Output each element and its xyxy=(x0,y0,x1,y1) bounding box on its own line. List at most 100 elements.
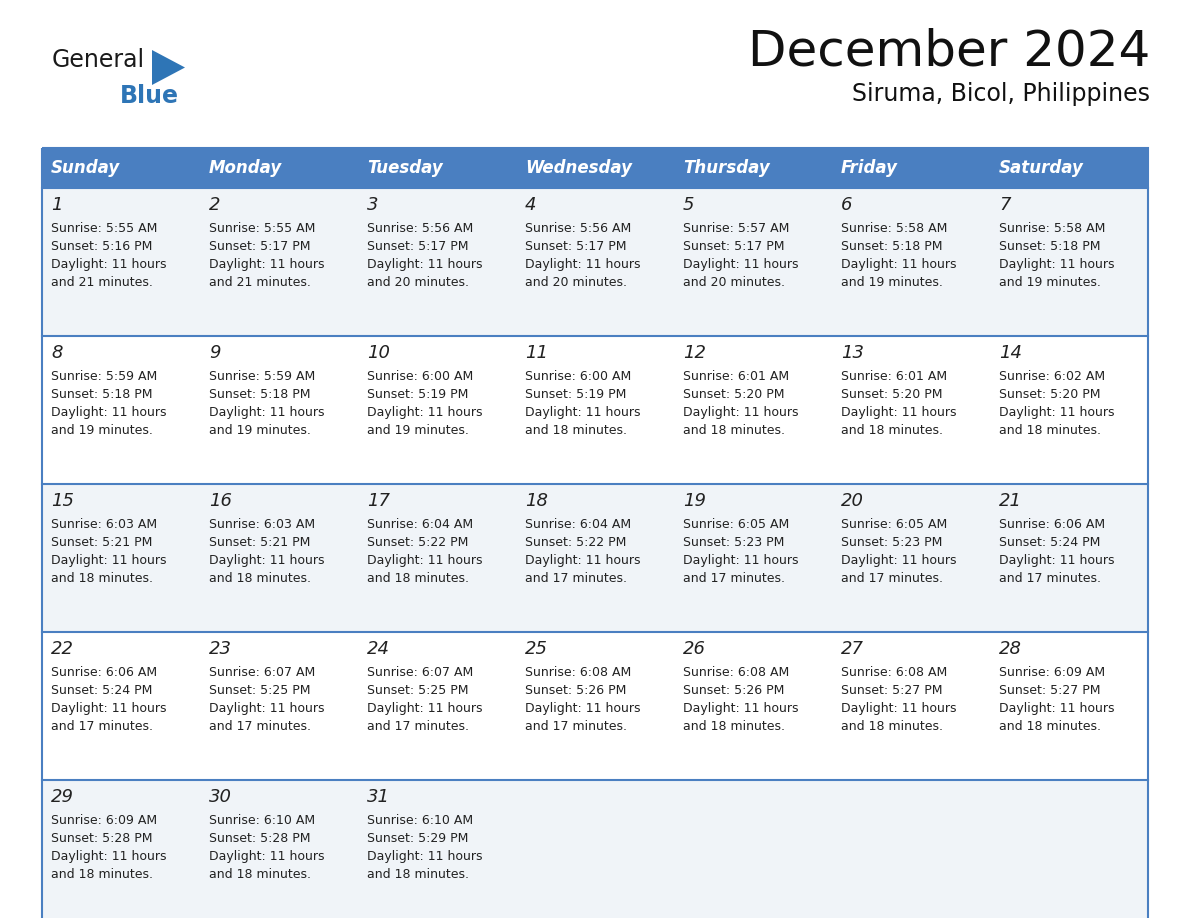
Text: Sunset: 5:19 PM: Sunset: 5:19 PM xyxy=(525,388,626,401)
Text: Sunset: 5:23 PM: Sunset: 5:23 PM xyxy=(841,536,942,549)
Text: Sunset: 5:20 PM: Sunset: 5:20 PM xyxy=(999,388,1100,401)
Text: Sunset: 5:18 PM: Sunset: 5:18 PM xyxy=(841,240,942,253)
Text: 28: 28 xyxy=(999,640,1022,658)
Text: 10: 10 xyxy=(367,344,390,362)
Text: Daylight: 11 hours: Daylight: 11 hours xyxy=(209,406,324,419)
Text: Daylight: 11 hours: Daylight: 11 hours xyxy=(367,258,482,271)
Text: 23: 23 xyxy=(209,640,232,658)
Text: and 18 minutes.: and 18 minutes. xyxy=(367,572,469,585)
Text: Daylight: 11 hours: Daylight: 11 hours xyxy=(51,554,166,567)
Text: Sunrise: 6:08 AM: Sunrise: 6:08 AM xyxy=(683,666,789,679)
Text: Sunset: 5:28 PM: Sunset: 5:28 PM xyxy=(209,832,310,845)
Text: Sunset: 5:17 PM: Sunset: 5:17 PM xyxy=(683,240,784,253)
Text: Sunrise: 6:05 AM: Sunrise: 6:05 AM xyxy=(841,518,947,531)
Text: Daylight: 11 hours: Daylight: 11 hours xyxy=(367,850,482,863)
Text: 3: 3 xyxy=(367,196,379,214)
Text: 12: 12 xyxy=(683,344,706,362)
Text: and 18 minutes.: and 18 minutes. xyxy=(525,424,627,437)
Text: Sunset: 5:23 PM: Sunset: 5:23 PM xyxy=(683,536,784,549)
Text: Daylight: 11 hours: Daylight: 11 hours xyxy=(683,554,798,567)
Bar xyxy=(42,148,1148,188)
Text: and 17 minutes.: and 17 minutes. xyxy=(525,572,627,585)
Bar xyxy=(42,148,1148,918)
Text: Daylight: 11 hours: Daylight: 11 hours xyxy=(841,406,956,419)
Text: and 20 minutes.: and 20 minutes. xyxy=(525,276,627,289)
Text: Daylight: 11 hours: Daylight: 11 hours xyxy=(525,258,640,271)
Text: and 21 minutes.: and 21 minutes. xyxy=(51,276,153,289)
Text: Daylight: 11 hours: Daylight: 11 hours xyxy=(999,702,1114,715)
Text: Sunrise: 6:09 AM: Sunrise: 6:09 AM xyxy=(999,666,1105,679)
Text: General: General xyxy=(52,48,145,72)
Text: and 19 minutes.: and 19 minutes. xyxy=(841,276,943,289)
Text: Sunset: 5:18 PM: Sunset: 5:18 PM xyxy=(999,240,1100,253)
Text: Daylight: 11 hours: Daylight: 11 hours xyxy=(999,554,1114,567)
Text: and 17 minutes.: and 17 minutes. xyxy=(367,720,469,733)
Text: Sunset: 5:20 PM: Sunset: 5:20 PM xyxy=(683,388,784,401)
Text: Sunrise: 6:00 AM: Sunrise: 6:00 AM xyxy=(367,370,473,383)
Text: and 20 minutes.: and 20 minutes. xyxy=(367,276,469,289)
Text: Sunrise: 6:05 AM: Sunrise: 6:05 AM xyxy=(683,518,789,531)
Text: and 18 minutes.: and 18 minutes. xyxy=(999,720,1101,733)
Text: 29: 29 xyxy=(51,788,74,806)
Text: Sunrise: 6:08 AM: Sunrise: 6:08 AM xyxy=(841,666,947,679)
Text: Sunrise: 6:10 AM: Sunrise: 6:10 AM xyxy=(367,814,473,827)
Text: 25: 25 xyxy=(525,640,548,658)
Text: and 18 minutes.: and 18 minutes. xyxy=(51,572,153,585)
Text: and 18 minutes.: and 18 minutes. xyxy=(683,720,785,733)
Text: 22: 22 xyxy=(51,640,74,658)
Text: Daylight: 11 hours: Daylight: 11 hours xyxy=(683,258,798,271)
Text: Daylight: 11 hours: Daylight: 11 hours xyxy=(367,702,482,715)
Text: 19: 19 xyxy=(683,492,706,510)
Text: and 17 minutes.: and 17 minutes. xyxy=(683,572,785,585)
Text: Sunset: 5:29 PM: Sunset: 5:29 PM xyxy=(367,832,468,845)
Text: Friday: Friday xyxy=(841,159,898,177)
Text: Sunset: 5:24 PM: Sunset: 5:24 PM xyxy=(51,684,152,697)
Text: 16: 16 xyxy=(209,492,232,510)
Text: Sunset: 5:26 PM: Sunset: 5:26 PM xyxy=(683,684,784,697)
Text: Siruma, Bicol, Philippines: Siruma, Bicol, Philippines xyxy=(852,82,1150,106)
Text: Sunset: 5:18 PM: Sunset: 5:18 PM xyxy=(51,388,152,401)
Text: Sunrise: 5:57 AM: Sunrise: 5:57 AM xyxy=(683,222,789,235)
Text: 21: 21 xyxy=(999,492,1022,510)
Text: Sunrise: 6:10 AM: Sunrise: 6:10 AM xyxy=(209,814,315,827)
Text: Monday: Monday xyxy=(209,159,283,177)
Text: and 18 minutes.: and 18 minutes. xyxy=(841,424,943,437)
Text: 6: 6 xyxy=(841,196,853,214)
Text: and 19 minutes.: and 19 minutes. xyxy=(51,424,153,437)
Text: Saturday: Saturday xyxy=(999,159,1083,177)
Text: Sunset: 5:27 PM: Sunset: 5:27 PM xyxy=(841,684,942,697)
Text: 14: 14 xyxy=(999,344,1022,362)
Text: and 18 minutes.: and 18 minutes. xyxy=(209,868,311,881)
Text: Sunset: 5:17 PM: Sunset: 5:17 PM xyxy=(209,240,310,253)
Text: and 17 minutes.: and 17 minutes. xyxy=(841,572,943,585)
Text: Sunset: 5:22 PM: Sunset: 5:22 PM xyxy=(525,536,626,549)
Text: Sunrise: 6:03 AM: Sunrise: 6:03 AM xyxy=(209,518,315,531)
Text: Daylight: 11 hours: Daylight: 11 hours xyxy=(841,702,956,715)
Text: Sunset: 5:17 PM: Sunset: 5:17 PM xyxy=(525,240,626,253)
Text: Daylight: 11 hours: Daylight: 11 hours xyxy=(209,554,324,567)
Text: Sunset: 5:21 PM: Sunset: 5:21 PM xyxy=(209,536,310,549)
Text: Daylight: 11 hours: Daylight: 11 hours xyxy=(841,258,956,271)
Text: Sunrise: 6:09 AM: Sunrise: 6:09 AM xyxy=(51,814,157,827)
Text: Daylight: 11 hours: Daylight: 11 hours xyxy=(999,406,1114,419)
Bar xyxy=(42,188,1148,336)
Text: and 17 minutes.: and 17 minutes. xyxy=(999,572,1101,585)
Text: Sunrise: 6:02 AM: Sunrise: 6:02 AM xyxy=(999,370,1105,383)
Text: Sunrise: 6:08 AM: Sunrise: 6:08 AM xyxy=(525,666,631,679)
Text: 5: 5 xyxy=(683,196,695,214)
Text: and 17 minutes.: and 17 minutes. xyxy=(209,720,311,733)
Text: Sunrise: 6:07 AM: Sunrise: 6:07 AM xyxy=(367,666,473,679)
Text: 30: 30 xyxy=(209,788,232,806)
Text: Blue: Blue xyxy=(120,84,179,108)
Text: Sunset: 5:25 PM: Sunset: 5:25 PM xyxy=(209,684,310,697)
Text: and 19 minutes.: and 19 minutes. xyxy=(367,424,469,437)
Text: Sunset: 5:19 PM: Sunset: 5:19 PM xyxy=(367,388,468,401)
Text: Sunrise: 6:07 AM: Sunrise: 6:07 AM xyxy=(209,666,315,679)
Text: 17: 17 xyxy=(367,492,390,510)
Text: Sunrise: 5:59 AM: Sunrise: 5:59 AM xyxy=(209,370,315,383)
Text: Daylight: 11 hours: Daylight: 11 hours xyxy=(209,850,324,863)
Text: December 2024: December 2024 xyxy=(747,28,1150,76)
Text: Sunrise: 6:00 AM: Sunrise: 6:00 AM xyxy=(525,370,631,383)
Text: 18: 18 xyxy=(525,492,548,510)
Text: Daylight: 11 hours: Daylight: 11 hours xyxy=(525,406,640,419)
